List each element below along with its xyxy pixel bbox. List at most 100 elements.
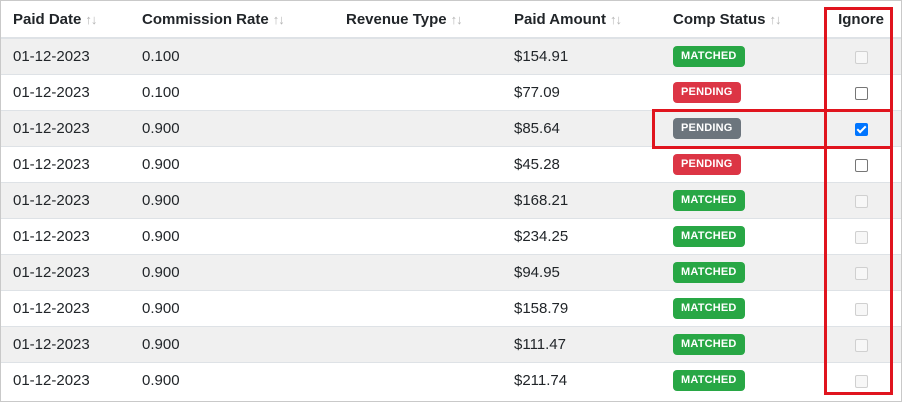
- cell-comp-status: MATCHED: [661, 254, 821, 291]
- table-row[interactable]: 01-12-2023 0.900 $85.64 PENDING: [1, 110, 901, 147]
- cell-ignore: [821, 37, 901, 75]
- table-row[interactable]: 01-12-2023 0.900 $94.95 MATCHED: [1, 254, 901, 291]
- cell-comp-status: PENDING: [661, 74, 821, 111]
- cell-paid-amount: $158.79: [502, 290, 661, 327]
- header-comp-status[interactable]: Comp Status ↑↓: [661, 1, 821, 39]
- cell-revenue-type: [334, 74, 502, 111]
- table-row[interactable]: 01-12-2023 0.900 $111.47 MATCHED: [1, 326, 901, 363]
- cell-revenue-type: [334, 218, 502, 255]
- cell-revenue-type: [334, 362, 502, 398]
- cell-revenue-type: [334, 326, 502, 363]
- sort-icon[interactable]: ↑↓: [609, 11, 622, 27]
- table-row[interactable]: 01-12-2023 0.900 $211.74 MATCHED: [1, 362, 901, 398]
- cell-comp-status: MATCHED: [661, 182, 821, 219]
- status-badge: MATCHED: [673, 370, 745, 391]
- header-revenue-type[interactable]: Revenue Type ↑↓: [334, 1, 502, 39]
- sort-icon[interactable]: ↑↓: [450, 11, 463, 27]
- cell-paid-date: 01-12-2023: [1, 218, 130, 255]
- table-row[interactable]: 01-12-2023 0.900 $168.21 MATCHED: [1, 182, 901, 219]
- status-badge: MATCHED: [673, 46, 745, 67]
- status-badge: PENDING: [673, 82, 741, 103]
- ignore-checkbox: [854, 230, 868, 244]
- header-commission-rate[interactable]: Commission Rate ↑↓: [130, 1, 334, 39]
- status-badge: MATCHED: [673, 298, 745, 319]
- status-badge: MATCHED: [673, 190, 745, 211]
- cell-paid-date: 01-12-2023: [1, 146, 130, 183]
- cell-ignore: [821, 290, 901, 327]
- cell-revenue-type: [334, 182, 502, 219]
- cell-paid-date: 01-12-2023: [1, 254, 130, 291]
- header-paid-amount[interactable]: Paid Amount ↑↓: [502, 1, 661, 39]
- cell-paid-amount: $77.09: [502, 74, 661, 111]
- cell-paid-date: 01-12-2023: [1, 74, 130, 111]
- cell-paid-amount: $111.47: [502, 326, 661, 363]
- cell-comp-status: MATCHED: [661, 290, 821, 327]
- header-ignore: Ignore: [821, 1, 901, 39]
- status-badge: MATCHED: [673, 262, 745, 283]
- ignore-checkbox: [854, 266, 868, 280]
- cell-revenue-type: [334, 254, 502, 291]
- cell-paid-amount: $168.21: [502, 182, 661, 219]
- ignore-checkbox: [854, 374, 868, 388]
- cell-paid-amount: $45.28: [502, 146, 661, 183]
- ignore-checkbox[interactable]: [854, 158, 868, 172]
- cell-revenue-type: [334, 37, 502, 75]
- cell-comp-status: MATCHED: [661, 326, 821, 363]
- table-row[interactable]: 01-12-2023 0.900 $158.79 MATCHED: [1, 290, 901, 327]
- status-badge: MATCHED: [673, 334, 745, 355]
- cell-revenue-type: [334, 110, 502, 147]
- cell-revenue-type: [334, 290, 502, 327]
- cell-ignore: [821, 218, 901, 255]
- status-badge: MATCHED: [673, 226, 745, 247]
- ignore-checkbox: [854, 338, 868, 352]
- sort-icon[interactable]: ↑↓: [85, 11, 97, 27]
- cell-ignore: [821, 146, 901, 183]
- cell-comp-status: PENDING: [661, 146, 821, 183]
- cell-paid-date: 01-12-2023: [1, 290, 130, 327]
- cell-commission-rate: 0.900: [130, 326, 334, 363]
- ignore-checkbox[interactable]: [854, 86, 868, 100]
- cell-paid-date: 01-12-2023: [1, 182, 130, 219]
- cell-ignore: [821, 254, 901, 291]
- cell-paid-amount: $154.91: [502, 37, 661, 75]
- table-header-row: Paid Date ↑↓ Commission Rate ↑↓ Revenue Ty…: [1, 1, 901, 39]
- cell-commission-rate: 0.900: [130, 182, 334, 219]
- table-row[interactable]: 01-12-2023 0.900 $45.28 PENDING: [1, 146, 901, 183]
- sort-icon[interactable]: ↑↓: [272, 11, 285, 27]
- table-row[interactable]: 01-12-2023 0.100 $154.91 MATCHED: [1, 37, 901, 75]
- status-badge: PENDING: [673, 118, 741, 139]
- cell-revenue-type: [334, 146, 502, 183]
- cell-ignore: [821, 110, 901, 147]
- cell-commission-rate: 0.100: [130, 37, 334, 75]
- cell-paid-date: 01-12-2023: [1, 326, 130, 363]
- cell-paid-amount: $211.74: [502, 362, 661, 398]
- cell-paid-date: 01-12-2023: [1, 37, 130, 75]
- cell-commission-rate: 0.900: [130, 110, 334, 147]
- cell-ignore: [821, 326, 901, 363]
- cell-comp-status: MATCHED: [661, 362, 821, 398]
- ignore-checkbox: [854, 302, 868, 316]
- header-paid-date[interactable]: Paid Date ↑↓: [1, 1, 130, 39]
- cell-ignore: [821, 74, 901, 111]
- table-row[interactable]: 01-12-2023 0.100 $77.09 PENDING: [1, 74, 901, 111]
- cell-commission-rate: 0.900: [130, 254, 334, 291]
- sort-icon[interactable]: ↑↓: [769, 11, 782, 27]
- cell-commission-rate: 0.900: [130, 146, 334, 183]
- cell-commission-rate: 0.900: [130, 290, 334, 327]
- cell-ignore: [821, 362, 901, 398]
- cell-commission-rate: 0.900: [130, 218, 334, 255]
- cell-comp-status: MATCHED: [661, 218, 821, 255]
- cell-paid-date: 01-12-2023: [1, 362, 130, 398]
- cell-ignore: [821, 182, 901, 219]
- ignore-checkbox[interactable]: [854, 122, 868, 136]
- cell-paid-amount: $85.64: [502, 110, 661, 147]
- ignore-checkbox: [854, 50, 868, 64]
- cell-commission-rate: 0.100: [130, 74, 334, 111]
- ignore-checkbox: [854, 194, 868, 208]
- table-row[interactable]: 01-12-2023 0.900 $234.25 MATCHED: [1, 218, 901, 255]
- status-badge: PENDING: [673, 154, 741, 175]
- cell-comp-status: MATCHED: [661, 37, 821, 75]
- cell-paid-amount: $234.25: [502, 218, 661, 255]
- cell-paid-date: 01-12-2023: [1, 110, 130, 147]
